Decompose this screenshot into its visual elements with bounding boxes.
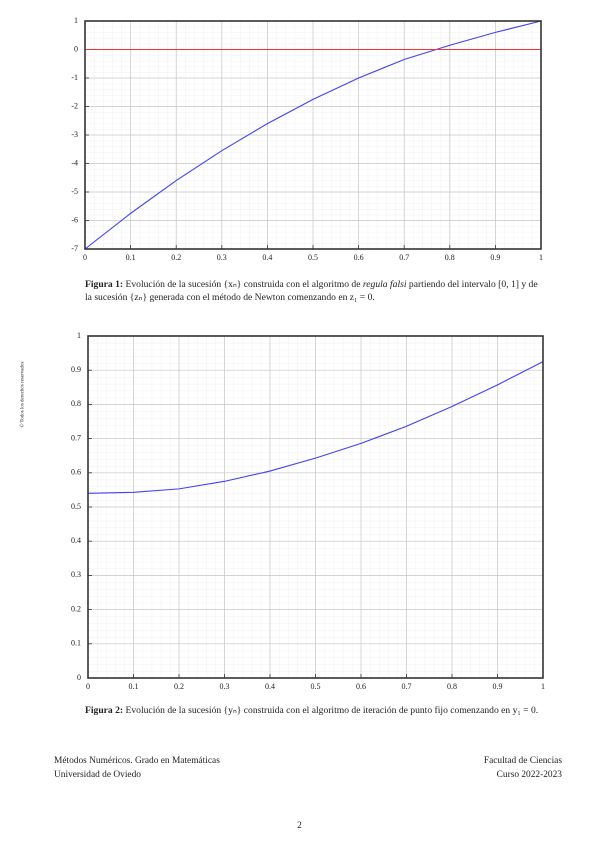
x-tick-label: 0.2	[174, 682, 184, 691]
x-tick-label: 0.2	[171, 253, 181, 262]
x-tick-label: 0.5	[311, 682, 321, 691]
x-tick-label: 0.1	[129, 682, 139, 691]
caption-text: Evolución de la sucesión {yₙ} construida…	[125, 705, 539, 716]
x-tick-label: 0.6	[354, 253, 364, 262]
x-tick-label: 0.3	[217, 253, 227, 262]
x-tick-label: 1	[539, 253, 543, 262]
caption-text: partiendo del intervalo [0, 1] y de la s…	[85, 279, 538, 303]
y-tick-label: 0	[74, 44, 78, 53]
footer-left: Métodos Numéricos. Grado en Matemáticas U…	[54, 754, 220, 782]
x-tick-label: 0	[86, 682, 90, 691]
y-tick-label: 0.9	[71, 365, 81, 374]
y-tick-label: 0.5	[71, 502, 81, 511]
footer-right: Facultad de Ciencias Curso 2022-2023	[484, 754, 562, 782]
y-tick-label: -5	[71, 187, 78, 196]
x-tick-label: 0.8	[447, 682, 457, 691]
data-line	[87, 361, 544, 494]
x-tick-label: 0.3	[220, 682, 230, 691]
y-tick-label: -6	[71, 215, 78, 224]
footer-line: Métodos Numéricos. Grado en Matemáticas	[54, 756, 220, 766]
plot-frame	[84, 20, 542, 250]
y-tick-label: 1	[77, 331, 81, 340]
y-tick-label: -2	[71, 101, 78, 110]
page-number: 2	[297, 821, 302, 831]
caption: Figura 1: Evolución de la sucesión {xₙ} …	[85, 279, 541, 304]
x-tick-label: 0.1	[126, 253, 136, 262]
x-tick-label: 0.8	[445, 253, 455, 262]
x-tick-label: 0.4	[265, 682, 275, 691]
y-tick-label: 0.3	[71, 570, 81, 579]
x-tick-label: 0.4	[262, 253, 272, 262]
x-tick-label: 0.7	[399, 253, 409, 262]
y-tick-label: 0.2	[71, 604, 81, 613]
y-tick-label: 0.7	[71, 433, 81, 442]
caption: Figura 2: Evolución de la sucesión {yₙ} …	[85, 705, 543, 718]
x-tick-label: 1	[541, 682, 545, 691]
caption-label: Figura 2:	[85, 705, 124, 716]
x-tick-label: 0.5	[308, 253, 318, 262]
y-tick-label: -7	[71, 244, 78, 253]
caption-text: Evolución de la sucesión {xₙ} construida…	[125, 279, 363, 290]
plot-frame	[87, 335, 544, 679]
y-tick-label: 0.8	[71, 399, 81, 408]
y-tick-label: 0.4	[71, 536, 81, 545]
y-tick-label: 0.1	[71, 639, 81, 648]
y-tick-label: -4	[71, 158, 78, 167]
side-note: © Todos los derechos reservados	[20, 361, 26, 428]
y-tick-label: 0.6	[71, 468, 81, 477]
x-tick-label: 0.7	[402, 682, 412, 691]
caption-text: regula falsi	[362, 279, 407, 290]
footer-line: Universidad de Oviedo	[54, 770, 141, 780]
caption-label: Figura 1:	[85, 279, 124, 290]
y-tick-label: -3	[71, 130, 78, 139]
y-tick-label: 1	[74, 16, 78, 25]
x-tick-label: 0.9	[493, 682, 503, 691]
x-tick-label: 0.9	[490, 253, 500, 262]
y-tick-label: -1	[71, 73, 78, 82]
y-tick-label: 0	[77, 673, 81, 682]
footer-line: Curso 2022-2023	[496, 770, 562, 780]
data-line	[84, 20, 542, 250]
x-tick-label: 0.6	[356, 682, 366, 691]
footer-line: Facultad de Ciencias	[483, 756, 562, 766]
x-tick-label: 0	[83, 253, 87, 262]
